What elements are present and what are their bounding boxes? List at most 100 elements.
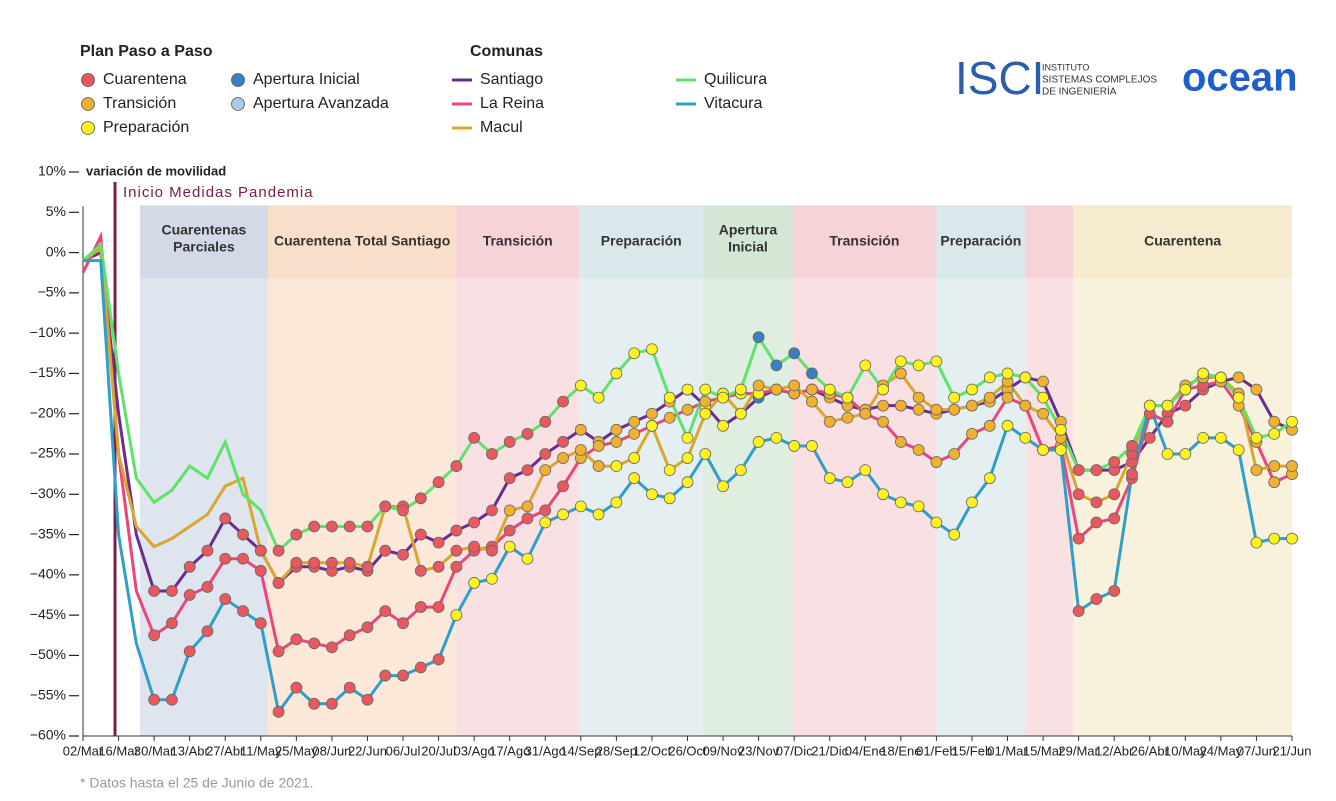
y-tick-label: −35% — [30, 525, 66, 541]
data-point — [1037, 444, 1049, 456]
data-point — [503, 472, 516, 485]
logo: ISCI INSTITUTO SISTEMAS COMPLEJOS DE ING… — [955, 52, 1298, 104]
data-point — [1250, 431, 1263, 444]
data-point — [699, 407, 712, 420]
data-point — [752, 331, 765, 344]
data-point — [1001, 367, 1014, 380]
data-point — [521, 427, 534, 440]
phase-band-header — [579, 205, 704, 279]
data-point — [806, 367, 818, 380]
data-point — [610, 367, 623, 380]
phase-band-header — [792, 205, 937, 279]
data-point — [966, 427, 978, 440]
data-point — [894, 496, 907, 509]
x-tick-label: 07/Dic — [776, 743, 813, 758]
data-point — [948, 391, 961, 404]
data-point — [165, 617, 178, 630]
data-point — [397, 669, 409, 682]
x-tick-label: 24/May — [1200, 743, 1243, 758]
band-label: Preparación — [940, 232, 1021, 248]
data-point — [1108, 512, 1121, 525]
band-label-line: Cuarentena Total Santiago — [274, 232, 450, 248]
x-tick-label: 12/Abr — [1095, 743, 1134, 758]
bands: Cuarentenas Parciales Cuarentena Total San… — [139, 205, 1292, 737]
data-point — [734, 464, 747, 477]
data-point — [272, 577, 285, 589]
band-label: Transición — [829, 232, 899, 248]
data-point — [1179, 399, 1192, 412]
data-point — [734, 407, 747, 420]
data-point — [432, 536, 445, 549]
data-point — [752, 379, 765, 392]
data-point — [397, 548, 409, 561]
data-point — [343, 681, 356, 694]
data-point — [361, 520, 374, 533]
data-point — [486, 572, 498, 585]
data-point — [930, 355, 943, 368]
data-point — [539, 415, 552, 428]
data-point — [148, 585, 161, 597]
data-point — [966, 383, 978, 396]
phase-band — [139, 205, 268, 737]
data-point — [414, 601, 427, 613]
data-point — [343, 629, 356, 642]
x-tick-label: 26/Abr — [1131, 743, 1170, 758]
data-point — [165, 693, 178, 706]
data-point — [663, 411, 676, 424]
data-point — [290, 633, 303, 646]
data-point — [432, 601, 445, 613]
y-tick-label: −25% — [30, 445, 66, 461]
phase-band-header — [936, 205, 1026, 279]
data-point — [1143, 399, 1156, 412]
data-point — [272, 645, 285, 658]
data-point — [681, 452, 694, 464]
data-point — [912, 500, 925, 513]
data-point — [752, 436, 765, 448]
data-point — [1001, 391, 1014, 404]
data-point — [1072, 532, 1085, 545]
y-tick-label: −55% — [30, 686, 66, 702]
data-point — [948, 448, 961, 460]
data-point — [432, 653, 445, 666]
data-point — [948, 528, 961, 541]
legend-label: Quilicura — [704, 71, 767, 88]
data-point — [717, 480, 729, 493]
x-tick-label: 21/Jun — [1272, 743, 1311, 758]
legend-marker — [81, 121, 95, 135]
data-point — [539, 504, 552, 517]
data-point — [290, 528, 303, 541]
data-point — [930, 456, 943, 468]
data-point — [1054, 444, 1067, 456]
data-point — [681, 383, 694, 396]
data-point — [1250, 383, 1263, 396]
data-point — [1090, 593, 1103, 605]
x-tick-label: 15/Mar — [1023, 743, 1064, 758]
logo-text: ocean — [1182, 56, 1298, 100]
data-point — [788, 379, 801, 392]
data-point — [1019, 431, 1032, 444]
x-tick-label: 29/Mar — [1058, 743, 1099, 758]
x-tick-label: 30/Mar — [134, 743, 175, 758]
data-point — [859, 464, 872, 477]
x-tick-label: 14/Sep — [560, 743, 601, 758]
legend-label: La Reina — [480, 95, 544, 112]
data-point — [1126, 440, 1138, 452]
data-point — [326, 556, 338, 569]
data-point — [503, 436, 516, 448]
data-point — [806, 383, 818, 396]
y-tick-label: −30% — [30, 485, 66, 501]
data-point — [308, 637, 321, 650]
x-tick-label: 03/Ago — [454, 743, 495, 758]
band-label-line: Cuarentena — [1144, 232, 1221, 248]
data-point — [894, 399, 907, 412]
data-point — [183, 589, 196, 601]
data-point — [539, 516, 552, 529]
data-point — [699, 383, 712, 396]
data-point — [930, 403, 943, 416]
y-axis-label: variación de movilidad — [86, 163, 226, 178]
data-point — [1108, 488, 1121, 501]
data-point — [646, 343, 658, 356]
data-point — [681, 431, 694, 444]
data-point — [1268, 460, 1281, 472]
data-point — [361, 621, 374, 634]
